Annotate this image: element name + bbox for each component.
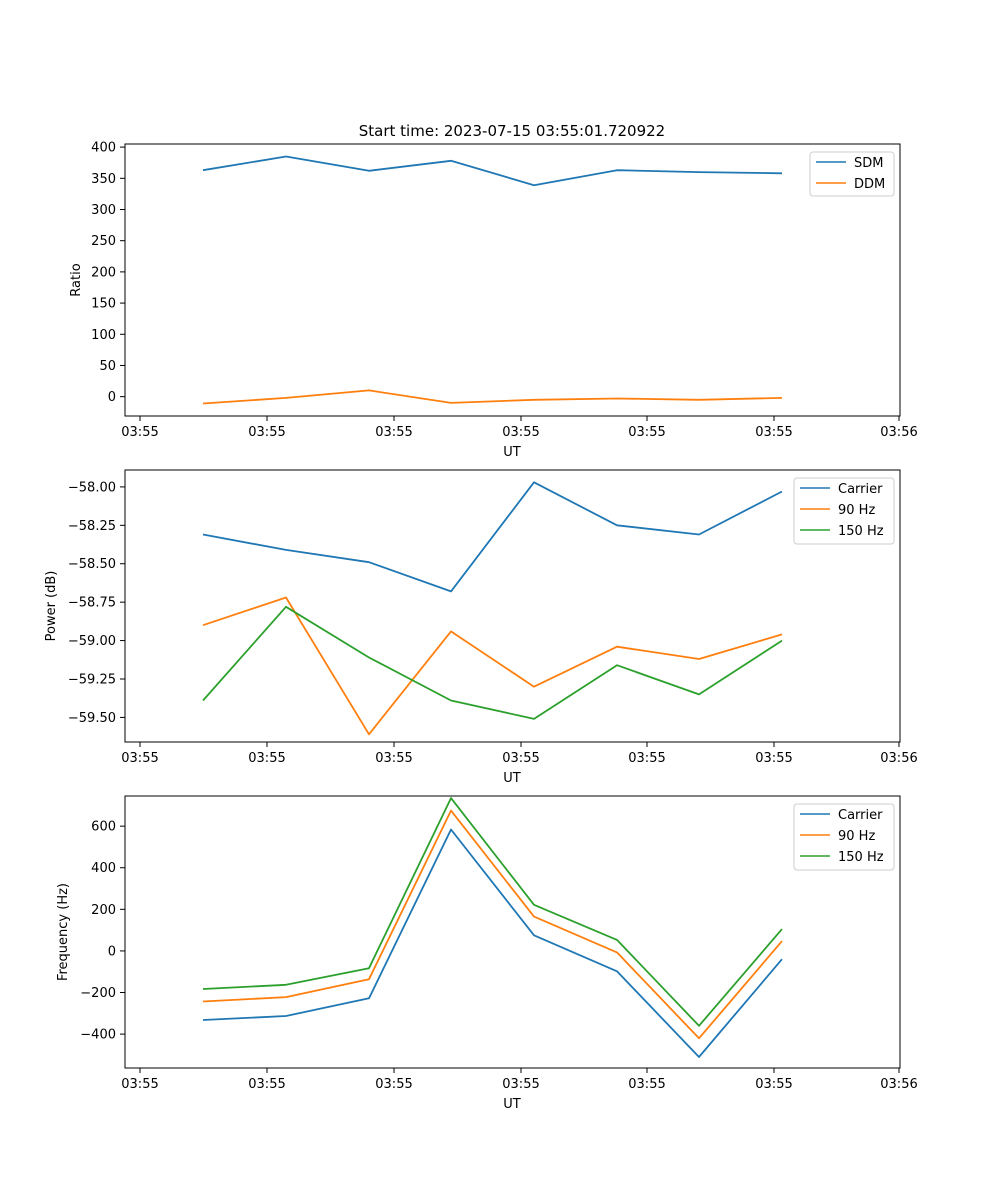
power-y-tick-label: −59.25 <box>68 672 116 687</box>
ratio-y-axis-label: Ratio <box>69 263 84 296</box>
frequency-y-tick-label: −400 <box>80 1028 116 1043</box>
power-series-line-carrier <box>202 481 783 593</box>
frequency-x-tick-label: 03:55 <box>755 1077 792 1092</box>
ratio-legend-label-ddm: DDM <box>854 177 885 192</box>
power-y-tick-label: −58.50 <box>68 557 116 572</box>
frequency-x-tick-label: 03:55 <box>502 1077 539 1092</box>
frequency-x-axis-label: UT <box>503 1097 521 1112</box>
power-x-tick-label: 03:55 <box>375 751 412 766</box>
power-y-tick-label: −59.00 <box>68 634 116 649</box>
power-plot-area <box>124 469 901 743</box>
power-y-tick-label: −58.00 <box>68 480 116 495</box>
power-x-tick-label: 03:55 <box>502 751 539 766</box>
frequency-chart-panel: 03:55 03:55 03:55 03:55 03:55 03:55 03:56 −400… <box>56 795 918 1112</box>
power-x-axis: 03:55 03:55 03:55 03:55 03:55 03:55 03:56 <box>121 742 918 766</box>
power-x-tick-label: 03:56 <box>880 751 917 766</box>
frequency-x-axis: 03:55 03:55 03:55 03:55 03:55 03:55 03:56 <box>121 1068 918 1092</box>
power-legend: Carrier 90 Hz 150 Hz <box>793 477 895 545</box>
power-legend-label-90hz: 90 Hz <box>838 503 875 518</box>
ratio-x-tick-label: 03:55 <box>121 425 158 440</box>
frequency-legend-label-carrier: Carrier <box>838 808 883 823</box>
ratio-x-tick-label: 03:55 <box>628 425 665 440</box>
frequency-legend-frame <box>793 803 895 871</box>
power-series <box>202 481 783 736</box>
power-y-axis: −59.50 −59.25 −59.00 −58.75 −58.50 −58.25 −58.… <box>68 480 125 726</box>
frequency-y-tick-label: 200 <box>91 903 116 918</box>
power-y-tick-label: −58.25 <box>68 519 116 534</box>
ratio-series-line-ddm <box>202 389 783 405</box>
frequency-x-tick-label: 03:55 <box>248 1077 285 1092</box>
ratio-x-tick-label: 03:55 <box>248 425 285 440</box>
power-y-tick-label: −59.50 <box>68 711 116 726</box>
power-y-axis-label: Power (dB) <box>44 571 59 642</box>
frequency-y-tick-label: −200 <box>80 986 116 1001</box>
ratio-plot-area <box>124 143 901 417</box>
power-legend-frame <box>793 477 895 545</box>
ratio-legend-frame <box>809 151 895 197</box>
power-legend-label-150hz: 150 Hz <box>838 524 884 539</box>
power-legend-label-carrier: Carrier <box>838 482 883 497</box>
power-x-tick-label: 03:55 <box>628 751 665 766</box>
frequency-x-tick-label: 03:55 <box>121 1077 158 1092</box>
ratio-y-tick-label: 150 <box>91 297 116 312</box>
ratio-series <box>202 155 783 405</box>
ratio-x-tick-label: 03:56 <box>880 425 917 440</box>
frequency-series <box>202 797 783 1058</box>
ratio-legend: SDM DDM <box>809 151 895 197</box>
frequency-y-axis: −400 −200 0 200 400 600 <box>80 820 125 1043</box>
frequency-series-line-90hz <box>202 809 783 1040</box>
ratio-y-axis: 0 50 100 150 200 250 300 350 400 <box>91 141 125 405</box>
power-x-tick-label: 03:55 <box>248 751 285 766</box>
power-x-tick-label: 03:55 <box>121 751 158 766</box>
frequency-legend: Carrier 90 Hz 150 Hz <box>793 803 895 871</box>
ratio-y-tick-label: 300 <box>91 203 116 218</box>
ratio-y-tick-label: 350 <box>91 172 116 187</box>
ratio-x-tick-label: 03:55 <box>755 425 792 440</box>
frequency-y-tick-label: 600 <box>91 820 116 835</box>
power-x-tick-label: 03:55 <box>755 751 792 766</box>
frequency-legend-label-90hz: 90 Hz <box>838 829 875 844</box>
ratio-chart-panel: 03:55 03:55 03:55 03:55 03:55 03:55 03:56 0 50 1… <box>69 141 918 460</box>
ratio-x-tick-label: 03:55 <box>502 425 539 440</box>
power-series-line-90hz <box>202 596 783 736</box>
frequency-legend-label-150hz: 150 Hz <box>838 850 884 865</box>
frequency-y-tick-label: 400 <box>91 861 116 876</box>
frequency-x-tick-label: 03:56 <box>880 1077 917 1092</box>
ratio-x-axis-label: UT <box>503 445 521 460</box>
ratio-y-tick-label: 400 <box>91 141 116 156</box>
power-x-axis-label: UT <box>503 771 521 786</box>
frequency-y-axis-label: Frequency (Hz) <box>56 883 71 981</box>
power-series-line-150hz <box>202 605 783 720</box>
frequency-x-tick-label: 03:55 <box>628 1077 665 1092</box>
frequency-y-tick-label: 0 <box>108 944 116 959</box>
frequency-series-line-150hz <box>202 797 783 1027</box>
ratio-y-tick-label: 0 <box>108 390 116 405</box>
ratio-y-tick-label: 100 <box>91 328 116 343</box>
figure-title: Start time: 2023-07-15 03:55:01.720922 <box>359 122 665 140</box>
ratio-series-line-sdm <box>202 155 783 187</box>
ratio-x-tick-label: 03:55 <box>375 425 412 440</box>
ratio-y-tick-label: 50 <box>99 359 116 374</box>
ratio-x-axis: 03:55 03:55 03:55 03:55 03:55 03:55 03:56 <box>121 416 918 440</box>
ratio-y-tick-label: 250 <box>91 234 116 249</box>
frequency-series-line-carrier <box>202 828 783 1058</box>
power-y-tick-label: −58.75 <box>68 596 116 611</box>
frequency-x-tick-label: 03:55 <box>375 1077 412 1092</box>
power-chart-panel: 03:55 03:55 03:55 03:55 03:55 03:55 03:56 −59.… <box>44 469 918 786</box>
ratio-legend-label-sdm: SDM <box>854 156 883 171</box>
ratio-y-tick-label: 200 <box>91 265 116 280</box>
frequency-plot-area <box>124 795 901 1069</box>
